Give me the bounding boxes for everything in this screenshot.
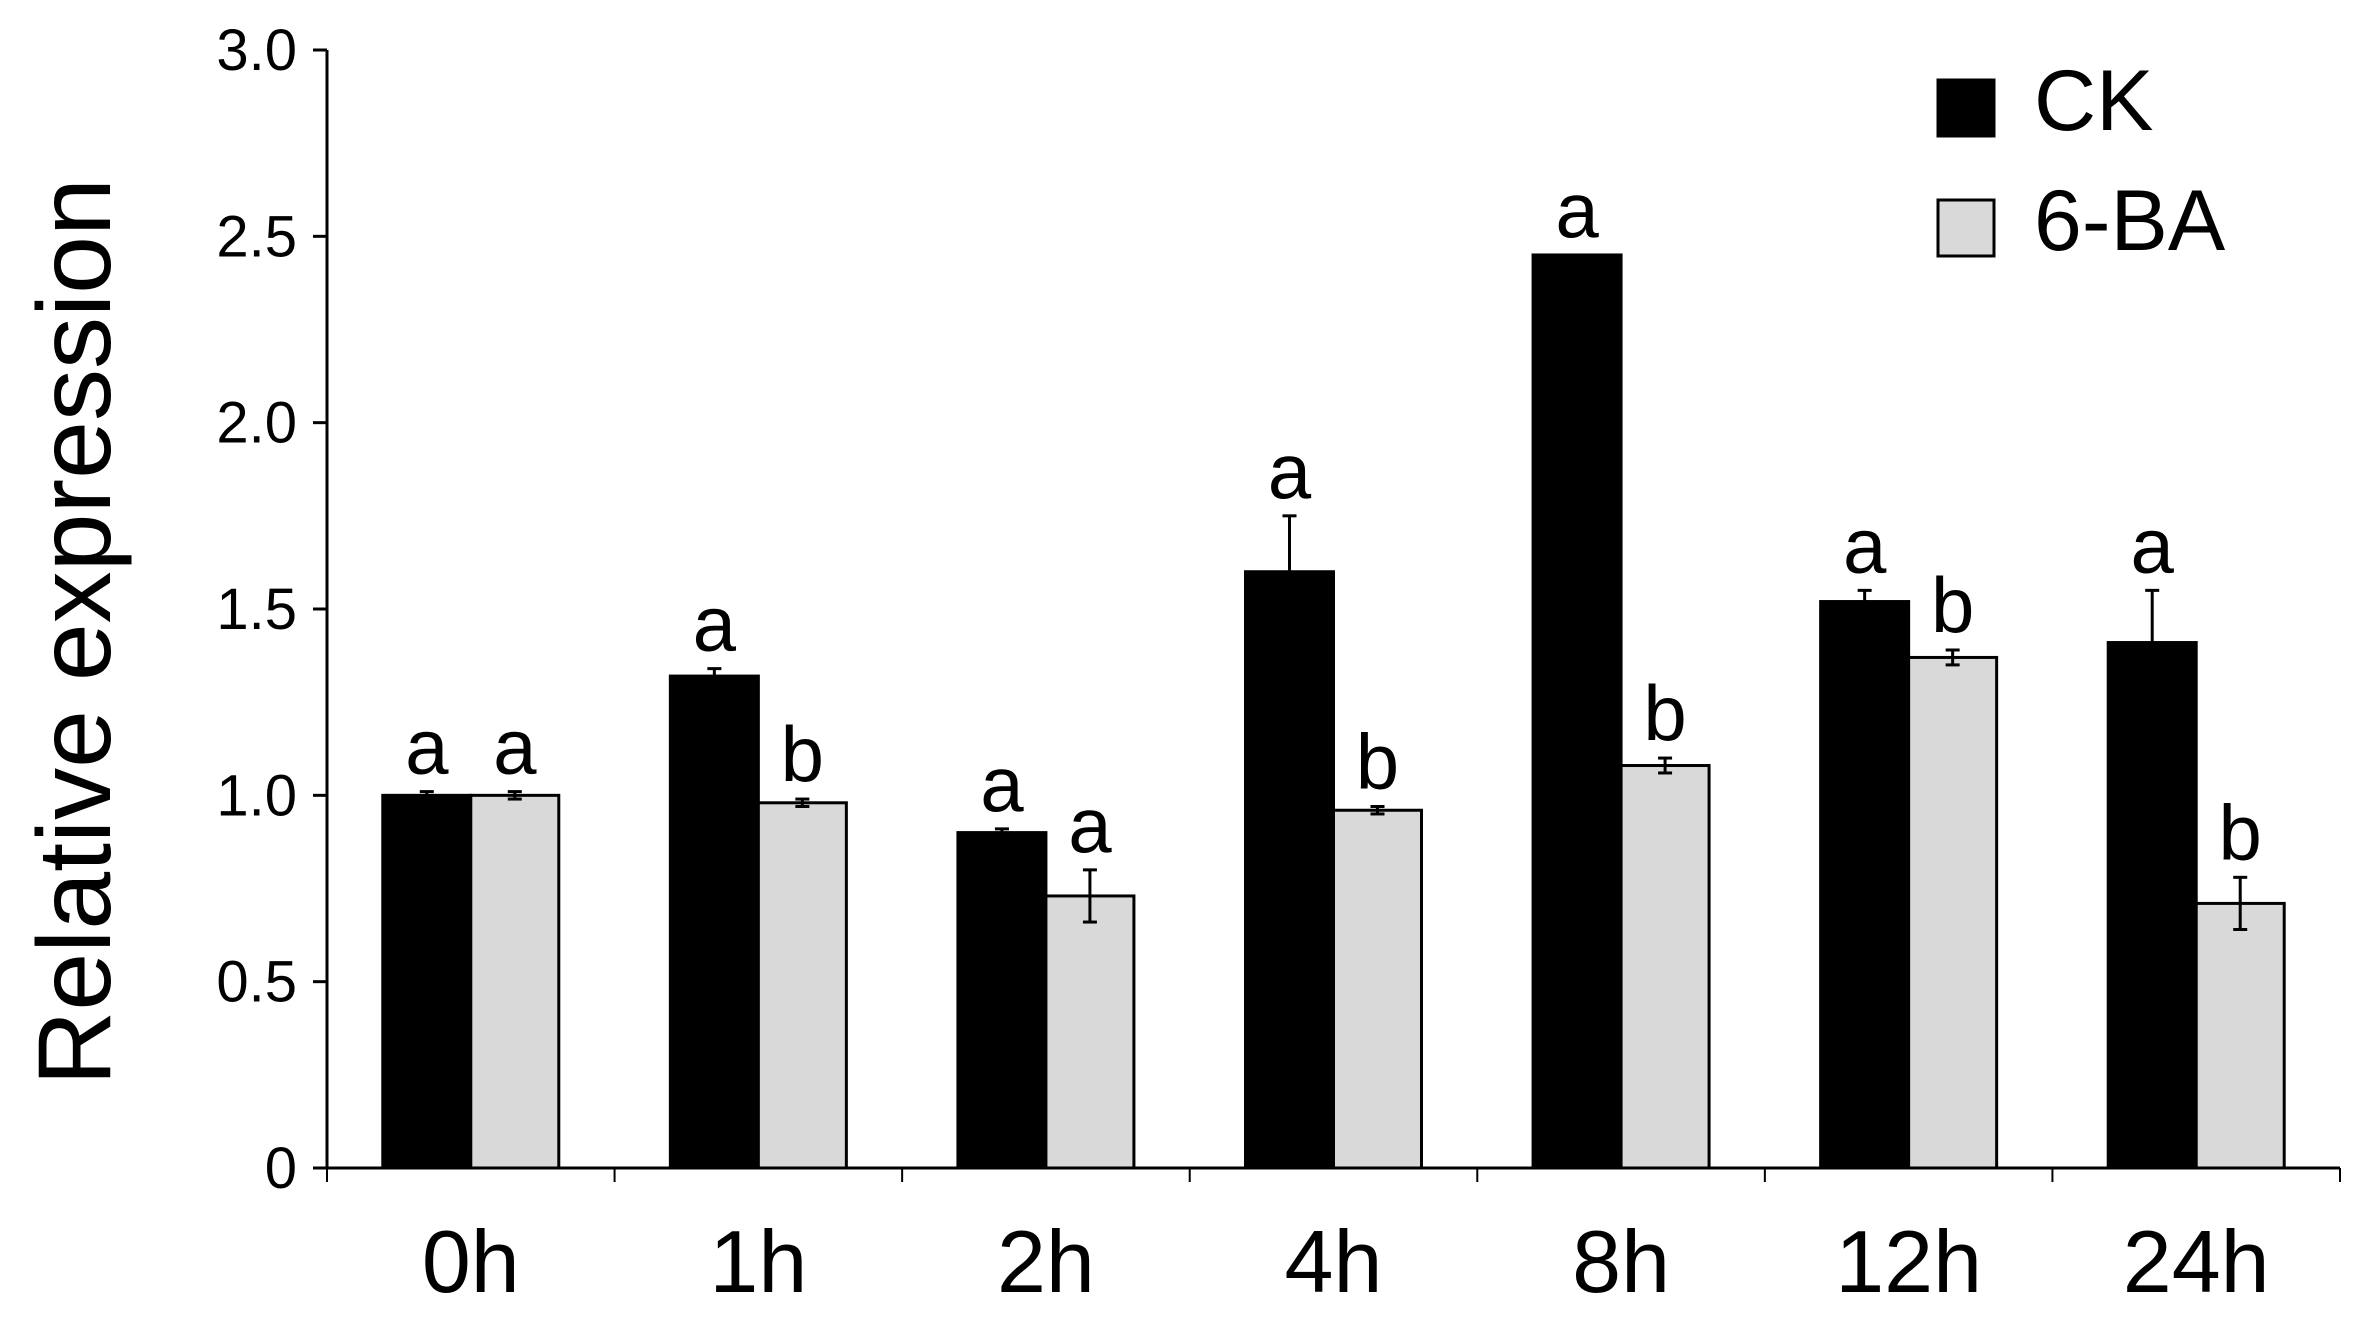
x-tick-label: 4h: [1285, 1212, 1383, 1311]
legend-swatch: [1936, 198, 1996, 258]
x-tick-label: 0h: [422, 1212, 520, 1311]
x-tick-label: 24h: [2123, 1212, 2270, 1311]
bar-6-ba: [2194, 901, 2286, 1170]
significance-letter: a: [1068, 781, 1112, 869]
legend-label: 6-BA: [2034, 173, 2226, 269]
significance-letter: a: [1268, 427, 1312, 515]
y-tick-label: 2.0: [216, 391, 297, 456]
bar-6-ba: [1907, 655, 1999, 1170]
y-tick-label: 1.0: [216, 763, 297, 828]
significance-letter: a: [693, 580, 737, 668]
legend: CK 6-BA: [1936, 53, 2226, 269]
y-tick-label: 1.5: [216, 577, 297, 642]
bar-6-ba: [469, 793, 561, 1170]
bar-6-ba: [756, 801, 848, 1170]
legend-label: CK: [2034, 53, 2153, 149]
significance-letter: a: [405, 703, 449, 791]
legend-swatch: [1936, 78, 1996, 138]
bar-ck: [381, 793, 473, 1170]
significance-letter: a: [980, 740, 1024, 828]
bar-ck: [956, 831, 1048, 1170]
y-axis: 0 0.5 1.0 1.5 2.0 2.5 3.0: [216, 18, 329, 1201]
bar-ck: [1244, 570, 1335, 1170]
x-axis: 0h 1h 2h 4h 8h 12h 24h: [326, 1166, 2341, 1311]
bar-6-ba: [1332, 808, 1423, 1170]
bar-ck: [2106, 641, 2198, 1170]
y-axis-label: Relative expression: [17, 178, 133, 1086]
bar-ck: [668, 674, 760, 1170]
x-tick-label: 2h: [997, 1212, 1095, 1311]
bar-ck: [1819, 600, 1911, 1170]
y-tick-label: 2.5: [216, 204, 297, 269]
significance-letter: b: [781, 710, 824, 798]
significance-letter: b: [1643, 669, 1686, 757]
significance-letter: b: [2219, 788, 2262, 876]
significance-letter: a: [493, 703, 537, 791]
significance-letter: a: [1555, 166, 1599, 254]
bar-6-ba: [1619, 764, 1711, 1170]
y-tick-label: 3.0: [216, 18, 297, 83]
x-tick-label: 8h: [1572, 1212, 1670, 1311]
bar-ck: [1531, 253, 1623, 1170]
significance-letter: a: [1843, 501, 1887, 589]
bar-6-ba: [1044, 894, 1136, 1170]
y-tick-label: 0: [265, 1136, 297, 1201]
significance-letter: b: [1931, 561, 1974, 649]
y-tick-label: 0.5: [216, 950, 297, 1015]
x-tick-label: 1h: [709, 1212, 807, 1311]
significance-letter: b: [1356, 718, 1399, 806]
significance-letter: a: [2131, 501, 2175, 589]
x-tick-label: 12h: [1835, 1212, 1982, 1311]
